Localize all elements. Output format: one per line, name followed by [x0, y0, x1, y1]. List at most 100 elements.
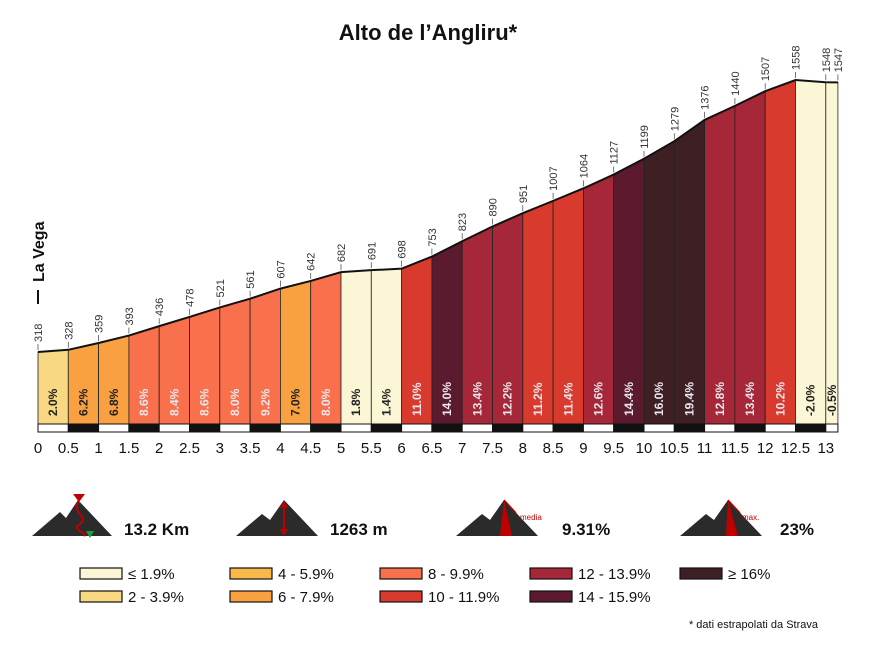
km-tick-label: 7	[458, 440, 466, 457]
scale-bar-segment	[158, 423, 190, 433]
km-tick-label: 12	[757, 440, 774, 457]
scale-bar-segment	[279, 423, 312, 433]
legend-swatch	[529, 590, 573, 603]
km-scale-bar	[37, 423, 839, 433]
km-tick-label: 13	[817, 440, 834, 457]
profile-segment	[643, 140, 675, 425]
altitude-label: 951	[518, 185, 530, 203]
elevation-gain-value: 1263 m	[330, 520, 388, 539]
mountain-average-grade-icon	[456, 499, 538, 536]
km-tick-label: 0	[34, 440, 42, 457]
segment-grade-label: 8.6%	[198, 388, 212, 416]
km-tick-label: 1	[94, 440, 102, 457]
profile-segment	[734, 90, 766, 425]
legend-label: ≤ 1.9%	[128, 566, 175, 583]
stat-max-grade: max. 23%	[680, 499, 814, 539]
scale-bar-segment	[37, 423, 69, 433]
legend-label: 14 - 15.9%	[578, 589, 651, 606]
altitude-label: 1199	[639, 125, 651, 149]
grade-labels: 2.0% 6.2% 6.8% 8.6% 8.4% 8.6% 8.0% 9.2% 7.0% 8.0%…	[46, 382, 839, 416]
scale-bar-segment	[552, 423, 584, 433]
segment-grade-label: 13.4%	[470, 382, 484, 416]
legend-swatch	[379, 590, 423, 603]
distance-value: 13.2 Km	[124, 520, 189, 539]
km-tick-label: 1.5	[118, 440, 139, 457]
segment-grade-label: 19.4%	[682, 382, 696, 416]
segment-grade-label: -0.5%	[825, 384, 839, 416]
segment-grade-label: 10.2%	[773, 382, 787, 416]
segment-grade-label: 2.0%	[46, 388, 60, 416]
profile-segment	[825, 81, 839, 425]
km-tick-label: 8.5	[543, 440, 564, 457]
altitude-label: 1007	[548, 166, 560, 190]
km-tick-label: 5	[337, 440, 345, 457]
km-tick-label: 11	[697, 440, 713, 457]
scale-bar-segment	[704, 423, 736, 433]
segment-grade-label: 6.2%	[76, 388, 90, 416]
scale-bar-segment	[340, 423, 372, 433]
legend-label: 6 - 7.9%	[278, 589, 334, 606]
km-tick-label: 10	[636, 440, 653, 457]
km-tick-label: 7.5	[482, 440, 503, 457]
altitude-label: 318	[33, 324, 45, 342]
altitude-label: 393	[124, 307, 136, 325]
scale-bar-segment	[613, 423, 645, 433]
scale-bar-segment	[401, 423, 433, 433]
mountain-max-grade-icon	[680, 499, 762, 536]
segment-grade-label: 1.4%	[379, 388, 393, 416]
scale-bar-segment	[67, 423, 100, 433]
altitude-label: 436	[154, 298, 166, 316]
profile-outline	[37, 78, 838, 353]
km-tick-label: 12.5	[781, 440, 810, 457]
stat-elevation: 1263 m	[236, 500, 388, 539]
legend-swatch	[229, 567, 273, 580]
segment-grade-label: 9.2%	[258, 388, 272, 416]
legend-label: 2 - 3.9%	[128, 589, 184, 606]
legend-label: ≥ 16%	[728, 566, 770, 583]
average-grade-value: 9.31%	[562, 520, 610, 539]
profile-segment	[764, 79, 796, 425]
legend-swatch	[229, 590, 273, 603]
km-tick-label: 5.5	[361, 440, 382, 457]
altitude-label: 521	[215, 279, 227, 297]
km-tick-label: 4.5	[300, 440, 321, 457]
segment-grade-label: 6.8%	[107, 388, 121, 416]
stat-average-grade: media 9.31%	[456, 499, 610, 539]
legend-swatch	[679, 567, 723, 580]
scale-bar-segment	[249, 423, 281, 433]
altitude-label: 1440	[730, 71, 742, 95]
segment-grade-label: 13.4%	[743, 382, 757, 416]
altitude-label: 1547	[833, 48, 845, 72]
start-location-label: La Vega	[31, 221, 48, 282]
altitude-label: 753	[427, 228, 439, 246]
legend-label: 8 - 9.9%	[428, 566, 484, 583]
segment-grade-label: -2.0%	[804, 384, 818, 416]
altitude-label: 1507	[760, 57, 772, 81]
scale-bar-segment	[522, 423, 554, 433]
segment-grade-label: 16.0%	[652, 382, 666, 416]
km-tick-label: 6.5	[421, 440, 442, 457]
altitude-label: 478	[185, 289, 197, 307]
altitude-label: 328	[63, 321, 75, 339]
segment-grade-label: 1.8%	[349, 388, 363, 416]
legend-swatch	[529, 567, 573, 580]
legend-label: 10 - 11.9%	[428, 589, 499, 606]
altitude-label: 698	[397, 240, 409, 258]
segment-grade-label: 11.4%	[561, 382, 575, 416]
altitude-label: 691	[366, 242, 378, 260]
altitude-label: 1558	[791, 46, 803, 70]
max-tag: max.	[742, 513, 759, 522]
km-tick-label: 4	[276, 440, 284, 457]
scale-bar-segment	[128, 423, 160, 433]
km-tick-label: 8	[519, 440, 527, 457]
km-tick-labels: 0 0.5 1 1.5 2 2.5 3 3.5 4 4.5 5 5.5 6 6.5 7 7.5 8 8.5 9 9.5…	[34, 440, 834, 457]
segment-grade-label: 14.4%	[622, 382, 636, 416]
scale-bar-segment	[764, 423, 797, 433]
km-tick-label: 3	[216, 440, 224, 457]
scale-bar-segment	[431, 423, 463, 433]
scale-bar-segment	[370, 423, 403, 433]
scale-bar-segment	[492, 423, 524, 433]
legend-label: 4 - 5.9%	[278, 566, 334, 583]
segment-grade-label: 12.6%	[592, 382, 606, 416]
